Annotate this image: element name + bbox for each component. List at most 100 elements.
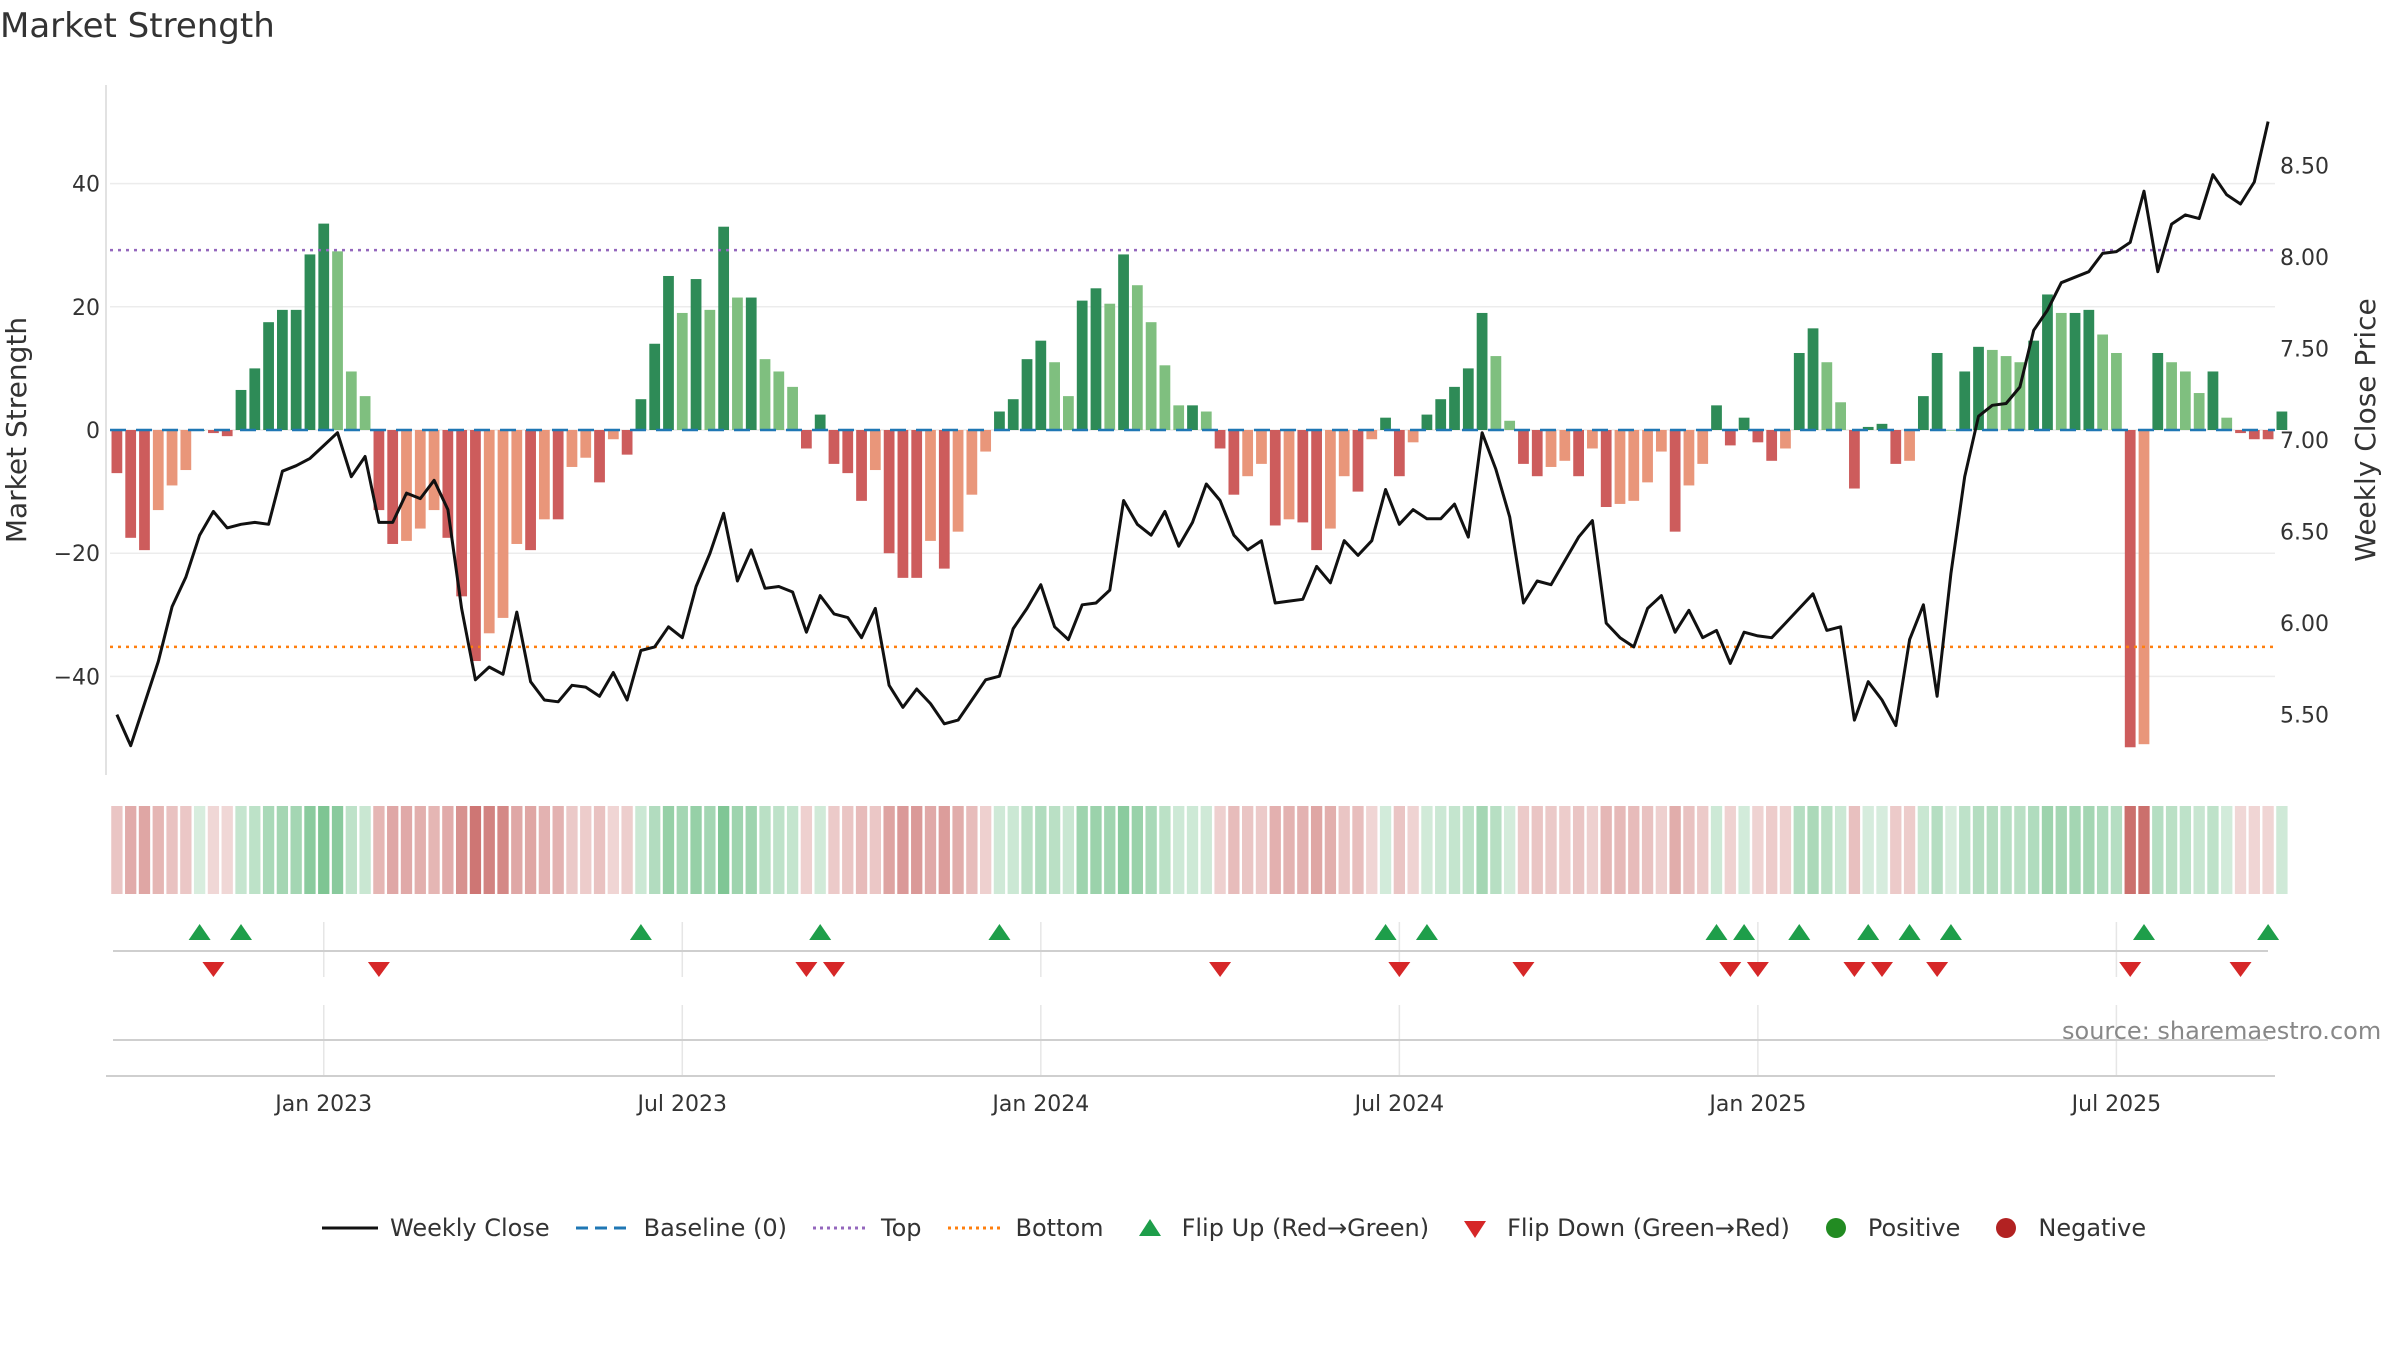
strength-bar: [2055, 312, 2067, 430]
heat-cell: [1035, 806, 1047, 894]
strength-bar: [401, 430, 412, 541]
strength-bar: [1518, 430, 1529, 464]
strength-bar: [801, 430, 812, 449]
legend-bottom: Bottom: [946, 1213, 1104, 1243]
heat-cell: [1890, 806, 1902, 894]
strength-bar: [456, 430, 468, 597]
strength-bar: [1352, 430, 1364, 492]
strength-bar: [1159, 365, 1171, 430]
strength-bar: [470, 430, 481, 662]
heat-cell: [1007, 806, 1019, 894]
strength-bar: [1187, 405, 1198, 430]
heat-cell: [662, 806, 675, 894]
heat-cell: [1531, 806, 1543, 894]
flip-up-marker: [1733, 924, 1756, 940]
strength-bar: [856, 430, 867, 501]
heat-cell: [2152, 806, 2164, 894]
y2-tick-label: 6.00: [2280, 612, 2329, 637]
strength-bar: [745, 297, 757, 430]
strength-bar: [1476, 312, 1488, 430]
heat-cell: [1724, 806, 1736, 894]
strength-bar: [276, 309, 288, 430]
heat-cell: [304, 806, 316, 894]
strength-bar: [1449, 386, 1460, 430]
strength-bar: [2083, 309, 2095, 430]
strength-bar: [1876, 423, 1888, 430]
strength-bar: [318, 223, 330, 430]
strength-bar: [828, 430, 840, 464]
heat-cell: [2138, 806, 2150, 894]
x-tick-label: Jul 2023: [636, 1092, 728, 1117]
heat-cell: [911, 806, 923, 894]
heat-cell: [455, 806, 468, 894]
heat-cell: [1766, 806, 1778, 894]
strength-bar: [1793, 352, 1805, 430]
strength-bar: [814, 414, 826, 430]
heat-cell: [538, 806, 551, 894]
heat-cell: [483, 806, 495, 894]
heat-cell: [221, 806, 233, 894]
strength-bar: [1407, 430, 1419, 443]
strength-bar: [1531, 430, 1543, 477]
heat-cell: [2000, 806, 2012, 894]
heat-cell: [635, 806, 647, 894]
strength-bar: [1655, 430, 1667, 452]
strength-bar: [676, 312, 688, 430]
flip-down-marker: [795, 962, 818, 977]
heat-cell: [2096, 806, 2109, 894]
strength-bar: [152, 430, 164, 511]
heat-cell: [580, 806, 592, 894]
strength-bar: [1821, 362, 1833, 430]
flip-down-marker: [1843, 962, 1866, 977]
strength-bar: [1683, 430, 1695, 486]
strength-bar: [773, 371, 785, 430]
y-tick-label: −20: [54, 542, 100, 567]
heat-cell: [1697, 806, 1709, 894]
x-tick-label: Jan 2024: [990, 1092, 1089, 1117]
strength-bar: [1049, 362, 1060, 430]
flip-up-marker: [809, 924, 832, 940]
heat-cell: [897, 806, 909, 894]
strength-bar: [580, 430, 592, 458]
heat-cell: [952, 806, 964, 894]
strength-bar: [235, 389, 247, 430]
heat-cell: [1021, 806, 1033, 894]
left-axis-ticks: −40 −20 0 20 40: [54, 173, 100, 691]
strength-bar: [2152, 352, 2164, 430]
strength-bar: [897, 430, 909, 578]
flip-up-marker: [1788, 924, 1811, 940]
strength-bar: [1338, 430, 1350, 477]
heat-cell: [2041, 806, 2054, 894]
heat-cell: [1186, 806, 1199, 894]
legend-dash-icon: [575, 1226, 632, 1230]
legend-top: Top: [811, 1213, 922, 1243]
strength-bar: [1435, 399, 1447, 430]
strength-bar: [1973, 346, 1984, 430]
strength-bar: [2179, 371, 2191, 430]
heat-cell: [1931, 806, 1943, 894]
flip-up-marker: [2257, 924, 2280, 940]
strength-bar: [414, 430, 426, 529]
heat-cell: [524, 806, 537, 894]
strength-bar: [1711, 405, 1722, 430]
x-tick-label: Jul 2024: [1353, 1092, 1445, 1117]
heat-cell: [593, 806, 606, 894]
strength-bar: [2262, 430, 2274, 440]
flip-down-marker: [2119, 962, 2142, 977]
heat-cell: [814, 806, 826, 894]
legend-flip-down: Flip Down (Green→Red): [1453, 1213, 1790, 1243]
strength-bar: [2028, 340, 2040, 430]
heat-cell: [855, 806, 868, 894]
heat-cell: [1917, 806, 1930, 894]
strength-bar: [263, 322, 274, 430]
heat-cell: [2014, 806, 2026, 894]
flip-down-marker: [1746, 962, 1769, 977]
strength-bar: [1559, 430, 1571, 461]
strength-bar: [704, 309, 716, 430]
red-dot-icon: [1996, 1218, 2017, 1238]
strength-bar: [883, 430, 895, 554]
strength-bar: [180, 430, 192, 471]
strength-bar: [1738, 417, 1750, 430]
heat-cell: [1628, 806, 1640, 894]
heat-cell: [1821, 806, 1833, 894]
